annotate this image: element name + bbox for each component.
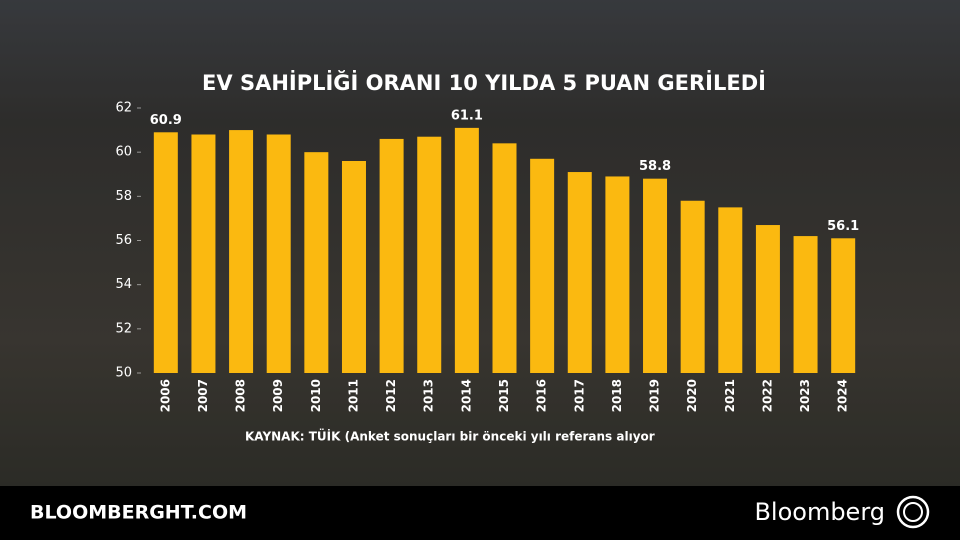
bar [567,172,592,373]
bar [153,132,178,373]
bar [680,200,705,373]
bar [266,134,291,373]
footer-bar [0,486,960,540]
bar [492,143,517,373]
value-label: 58.8 [639,159,671,174]
x-tick-label: 2010 [309,379,323,412]
x-tick-label: 2021 [723,379,737,412]
bar [831,238,856,373]
bar [304,152,329,373]
y-tick-label: 52 [115,321,132,336]
bar [643,178,668,373]
x-tick-label: 2011 [346,379,360,412]
bar [605,176,630,373]
x-tick-label: 2020 [685,379,699,412]
bar [417,136,442,373]
bar [718,207,743,373]
y-tick-label: 62 [115,101,132,116]
y-tick-label: 56 [115,233,132,248]
bar [793,236,818,373]
x-tick-label: 2006 [158,379,172,412]
footer-site: BLOOMBERGHT.COM [30,502,247,524]
value-label: 61.1 [451,108,483,123]
x-tick-label: 2016 [535,379,549,412]
x-tick-label: 2008 [234,379,248,412]
brand-logo-inner [903,502,923,522]
y-tick-label: 60 [115,145,132,160]
x-tick-label: 2007 [196,379,210,412]
bar [341,161,366,373]
x-tick-label: 2009 [271,379,285,412]
brand-logo [896,495,930,529]
x-tick-label: 2014 [459,379,473,412]
y-tick-label: 54 [115,277,132,292]
y-tick-label: 50 [115,366,132,381]
chart-title: EV SAHİPLİĞİ ORANI 10 YILDA 5 PUAN GERİL… [202,70,766,95]
y-tick-label: 58 [115,189,132,204]
bar [379,138,404,373]
bar [755,225,780,373]
x-tick-label: 2013 [422,379,436,412]
x-tick-label: 2022 [760,379,774,412]
x-tick-label: 2019 [648,379,662,412]
value-label: 60.9 [150,113,182,128]
bar [229,130,254,373]
x-tick-label: 2012 [384,379,398,412]
x-tick-label: 2023 [798,379,812,412]
bar [454,127,479,373]
x-tick-label: 2015 [497,379,511,412]
value-label: 56.1 [827,219,859,234]
x-tick-label: 2024 [836,379,850,412]
bar [530,158,555,373]
x-tick-label: 2017 [572,379,586,412]
source-note: KAYNAK: TÜİK (Anket sonuçları bir önceki… [245,429,655,444]
footer-brand: Bloomberg [754,498,885,526]
x-tick-label: 2018 [610,379,624,412]
bar [191,134,216,373]
